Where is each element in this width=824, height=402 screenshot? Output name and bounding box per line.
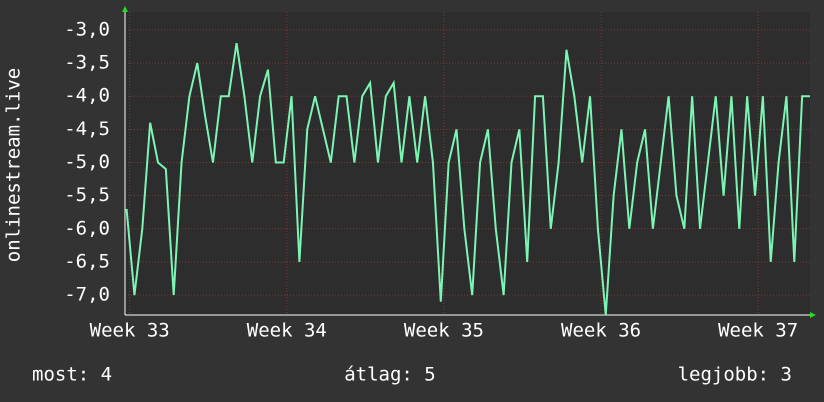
- y-tick-label: -6,0: [64, 217, 110, 239]
- y-tick-label: -3,5: [64, 52, 110, 74]
- y-tick-label: -6,5: [64, 250, 110, 272]
- footer-current: most: 4: [32, 364, 112, 386]
- y-tick-label: -4,5: [64, 118, 110, 140]
- footer-average: átlag: 5: [344, 364, 436, 386]
- x-tick-label: Week 33: [90, 320, 170, 342]
- x-tick-label: Week 34: [247, 320, 327, 342]
- x-tick-label: Week 36: [561, 320, 641, 342]
- x-tick-label: Week 37: [718, 320, 798, 342]
- footer-best: legjobb: 3: [678, 364, 792, 386]
- y-tick-label: -4,0: [64, 85, 110, 107]
- y-arrow: [122, 6, 128, 12]
- y-tick-label: -3,0: [64, 18, 110, 40]
- x-tick-label: Week 35: [404, 320, 484, 342]
- x-arrow: [810, 312, 816, 318]
- y-tick-label: -5,0: [64, 151, 110, 173]
- y-tick-label: -7,0: [64, 284, 110, 306]
- y-axis-label: onlinestream.live: [3, 68, 25, 262]
- data-line: [125, 43, 810, 316]
- y-tick-label: -5,5: [64, 184, 110, 206]
